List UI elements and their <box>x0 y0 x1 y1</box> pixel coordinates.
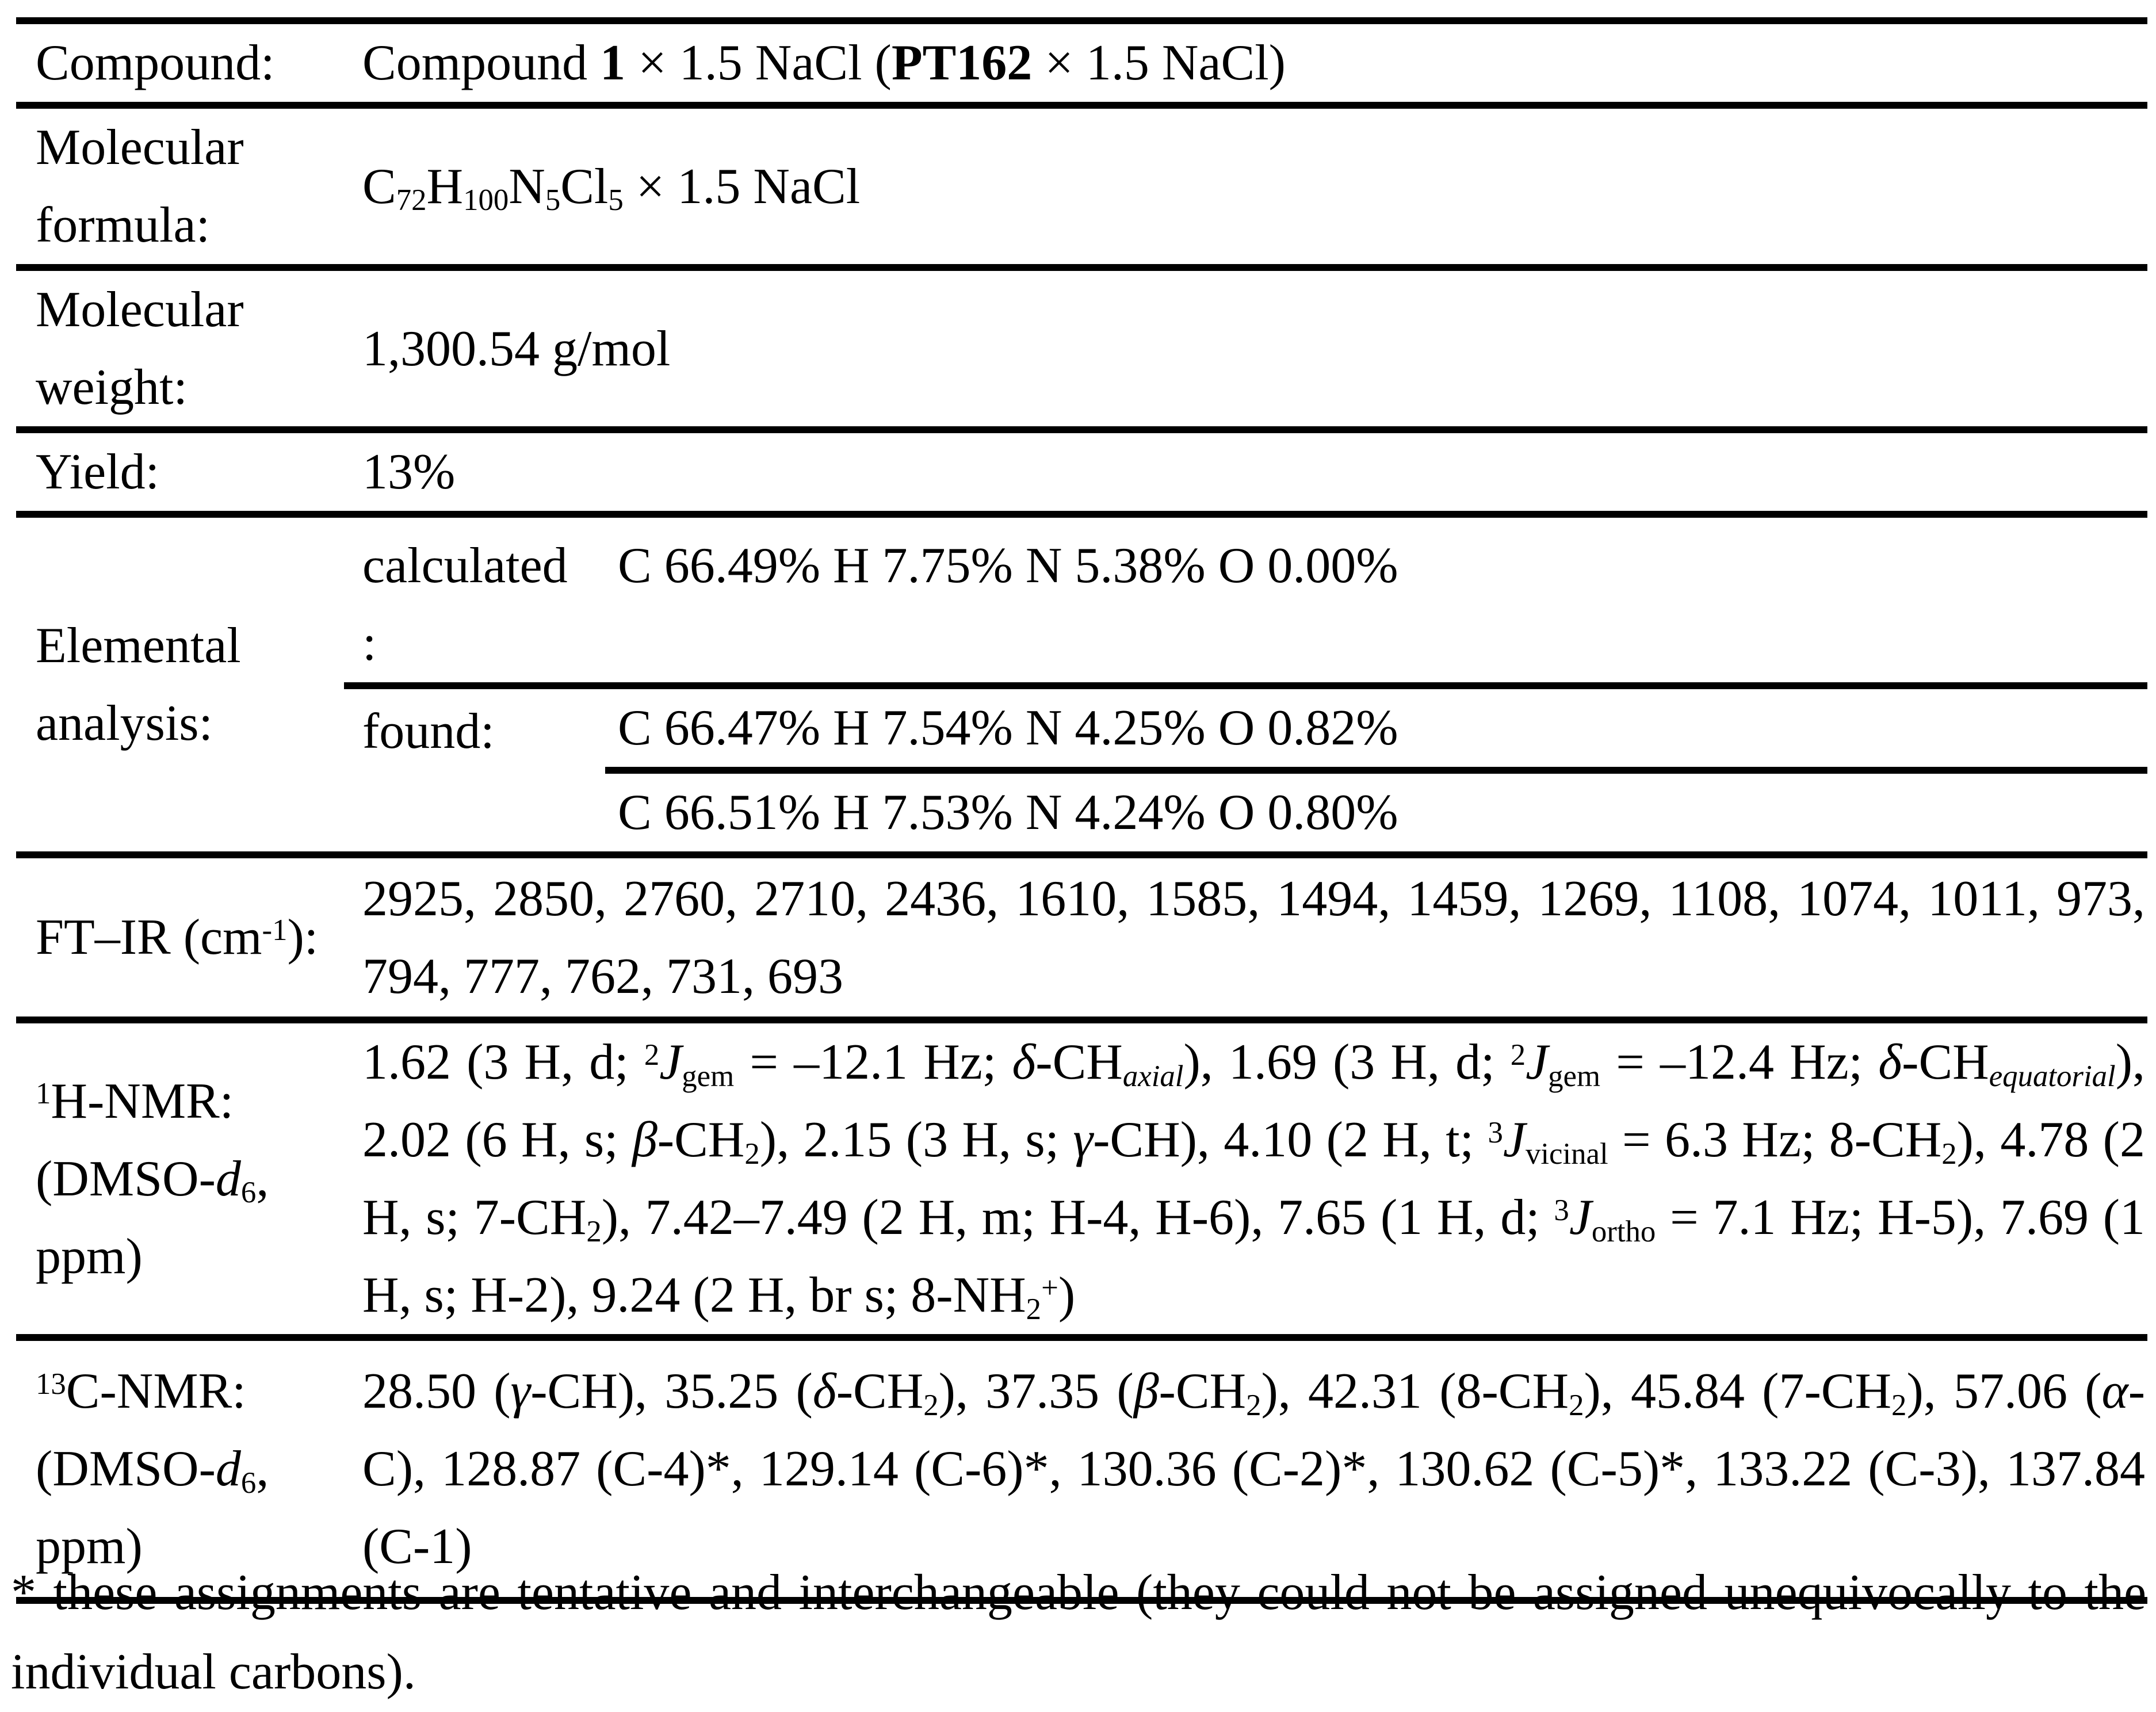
row-c13-nmr: 13C-NMR: (DMSO-d6, ppm) 28.50 (γ-CH), 35.2… <box>16 1341 2147 1597</box>
paper-table-page: { "rows": { "compound": { "label": [{"t"… <box>11 17 2147 1700</box>
row-h-nmr: 1H-NMR: (DMSO-d6, ppm) 1.62 (3 H, d; 2Jgem… <box>16 1023 2147 1341</box>
found-label: found: <box>362 704 495 759</box>
yield-value: 13% <box>362 444 456 500</box>
compound-characterization-table: Compound: Compound 1 × 1.5 NaCl (PT162 ×… <box>16 17 2147 1604</box>
row-elemental-analysis: Elemental analysis: calculated: C 66.49% … <box>16 518 2147 858</box>
elemental-found-row-2: C 66.51% H 7.53% N 4.24% O 0.80% <box>344 774 2147 851</box>
compound-label: Compound: <box>36 35 275 91</box>
found-value-2: C 66.51% H 7.53% N 4.24% O 0.80% <box>618 785 1398 840</box>
calculated-value: C 66.49% H 7.75% N 5.38% O 0.00% <box>618 538 1398 594</box>
row-ftir: FT–IR (cm-1): 2925, 2850, 2760, 2710, 24… <box>16 858 2147 1023</box>
elemental-calculated-row: calculated: C 66.49% H 7.75% N 5.38% O 0… <box>344 518 2147 689</box>
ftir-label: FT–IR (cm-1): <box>36 910 319 965</box>
molecular-formula-label: Molecular formula: <box>36 120 244 253</box>
h-nmr-value: 1.62 (3 H, d; 2Jgem = –12.1 Hz; δ-CHaxia… <box>362 1034 2146 1326</box>
h-nmr-label: 1H-NMR: (DMSO-d6, ppm) <box>36 1073 269 1285</box>
table-footnote: * these assignments are tentative and in… <box>11 1565 2146 1700</box>
row-compound: Compound: Compound 1 × 1.5 NaCl (PT162 ×… <box>16 24 2147 109</box>
c13-nmr-label: 13C-NMR: (DMSO-d6, ppm) <box>36 1363 269 1575</box>
molecular-formula-value: C72H100N5Cl5 × 1.5 NaCl <box>362 158 861 217</box>
elemental-analysis-label: Elemental analysis: <box>36 618 241 751</box>
found-value: C 66.47% H 7.54% N 4.25% O 0.82% <box>605 689 2147 774</box>
molecular-weight-label: Molecular weight: <box>36 282 244 415</box>
elemental-found-row: found: C 66.47% H 7.54% N 4.25% O 0.82% <box>344 689 2147 774</box>
compound-value: Compound 1 × 1.5 NaCl (PT162 × 1.5 NaCl) <box>362 35 1286 91</box>
row-yield: Yield: 13% <box>16 433 2147 518</box>
yield-label: Yield: <box>36 444 160 500</box>
row-molecular-formula: Molecular formula: C72H100N5Cl5 × 1.5 NaC… <box>16 109 2147 271</box>
ftir-value: 2925, 2850, 2760, 2710, 2436, 1610, 1585… <box>362 870 2145 1004</box>
row-molecular-weight: Molecular weight: 1,300.54 g/mol <box>16 271 2147 433</box>
calculated-label: calculated: <box>362 538 568 671</box>
c13-nmr-value: 28.50 (γ-CH), 35.25 (δ-CH2), 37.35 (β-CH… <box>362 1363 2145 1575</box>
elemental-analysis-subtable: calculated: C 66.49% H 7.75% N 5.38% O 0… <box>344 518 2147 851</box>
molecular-weight-value: 1,300.54 g/mol <box>362 320 671 377</box>
